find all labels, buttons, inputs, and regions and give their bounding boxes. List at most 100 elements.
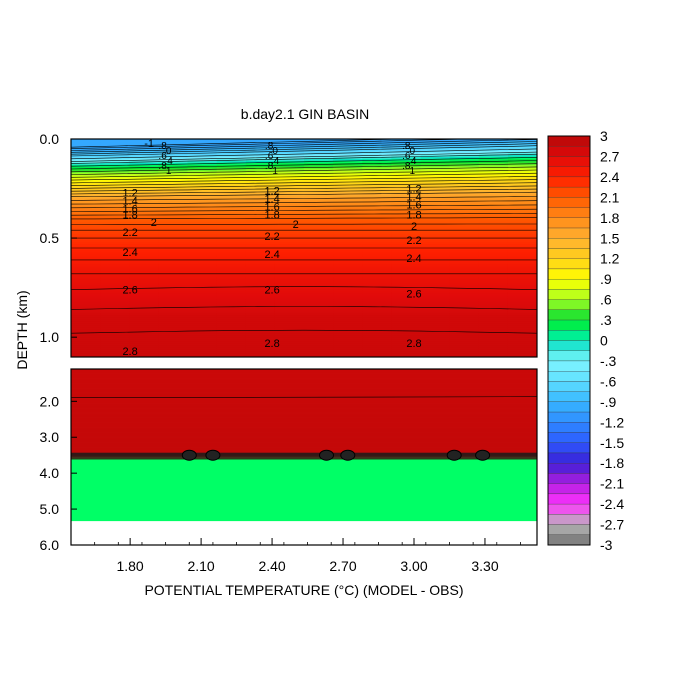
fill-cell	[71, 501, 537, 503]
fill-cell	[507, 140, 537, 144]
fill-cell	[391, 271, 422, 275]
contour-line	[71, 396, 537, 399]
fill-cell	[333, 347, 363, 350]
fill-cell	[245, 202, 276, 205]
fill-cell	[391, 313, 422, 316]
fill-cell	[274, 343, 305, 346]
contour-label: 2.2	[122, 227, 137, 239]
fill-cell	[216, 224, 247, 227]
fill-cell	[216, 202, 247, 205]
fill-cell	[129, 265, 159, 269]
fill-cell	[420, 347, 451, 350]
fill-cell	[333, 279, 363, 283]
contour-label: 2	[293, 219, 299, 231]
fill-cell	[216, 265, 247, 269]
fill-cell	[71, 421, 537, 424]
fill-cell	[304, 139, 334, 142]
fill-cell	[304, 307, 334, 311]
fill-cell	[333, 333, 363, 336]
colorbar-label: -1.5	[600, 435, 624, 451]
fill-cell	[449, 335, 480, 338]
fill-cell	[362, 224, 392, 227]
fill-cell	[304, 253, 334, 257]
fill-cell	[71, 345, 101, 348]
fill-cell	[129, 325, 159, 328]
fill-cell	[333, 297, 363, 301]
fill-cell	[71, 497, 537, 500]
fill-cell	[478, 355, 509, 357]
fill-cell	[449, 224, 480, 227]
fill-cell	[478, 321, 509, 324]
fill-cell	[478, 162, 509, 166]
fill-cell	[129, 281, 159, 285]
fill-cell	[158, 261, 189, 265]
fill-cell	[304, 281, 334, 285]
fill-cell	[420, 321, 451, 324]
fill-cell	[158, 142, 189, 146]
fill-cell	[245, 341, 276, 344]
fill-cell	[187, 355, 218, 357]
fill-cell	[158, 218, 189, 221]
fill-cell	[129, 279, 159, 283]
fill-cell	[245, 315, 276, 318]
fill-cell	[507, 277, 537, 281]
fill-cell	[449, 265, 480, 269]
fill-cell	[245, 257, 276, 261]
fill-cell	[187, 285, 218, 289]
fill-cell	[362, 307, 392, 311]
fill-cell	[478, 198, 509, 202]
fill-cell	[216, 144, 247, 148]
fill-cell	[158, 303, 189, 307]
fill-cell	[129, 317, 159, 320]
x-tick-label: 1.80	[116, 558, 143, 574]
fill-cell	[391, 253, 422, 257]
fill-cell	[158, 325, 189, 328]
fill-cell	[187, 242, 218, 245]
fill-cell	[71, 226, 101, 229]
colorbar-swatch	[547, 268, 591, 280]
fill-cell	[362, 319, 392, 322]
fill-cell	[449, 139, 480, 142]
fill-cell	[129, 299, 159, 303]
fill-cell	[71, 381, 537, 384]
contour-label: 1.8	[406, 209, 421, 221]
fill-cell	[507, 333, 537, 336]
fill-cell	[100, 251, 130, 255]
fill-cell	[420, 283, 451, 287]
fill-cell	[362, 188, 392, 192]
fill-cell	[362, 341, 392, 344]
fill-cell	[420, 253, 451, 257]
fill-cell	[187, 178, 218, 182]
fill-cell	[71, 389, 537, 391]
fill-cell	[507, 297, 537, 301]
fill-cell	[449, 281, 480, 285]
fill-cell	[304, 325, 334, 328]
fill-cell	[129, 347, 159, 350]
fill-cell	[129, 218, 159, 221]
fill-cell	[187, 202, 218, 205]
fill-cell	[187, 184, 218, 188]
fill-cell	[333, 251, 363, 255]
fill-cell	[100, 327, 130, 330]
contour-label: 2.8	[122, 346, 137, 358]
fill-cell	[274, 150, 305, 154]
fill-cell	[478, 152, 509, 156]
fill-cell	[216, 246, 247, 249]
fill-cell	[333, 158, 363, 162]
fill-cell	[245, 327, 276, 330]
fill-cell	[449, 315, 480, 318]
fill-cell	[420, 139, 451, 142]
fill-cell	[71, 331, 101, 334]
fill-cell	[420, 168, 451, 172]
fill-cell	[216, 297, 247, 301]
colorbar-swatch	[547, 503, 591, 515]
fill-cell	[304, 319, 334, 322]
fill-cell	[362, 265, 392, 269]
fill-cell	[100, 226, 130, 229]
fill-cell	[274, 317, 305, 320]
fill-cell	[391, 172, 422, 176]
fill-cell	[71, 475, 537, 478]
colorbar-swatch	[547, 422, 591, 433]
fill-cell	[274, 273, 305, 277]
fill-cell	[71, 460, 537, 463]
